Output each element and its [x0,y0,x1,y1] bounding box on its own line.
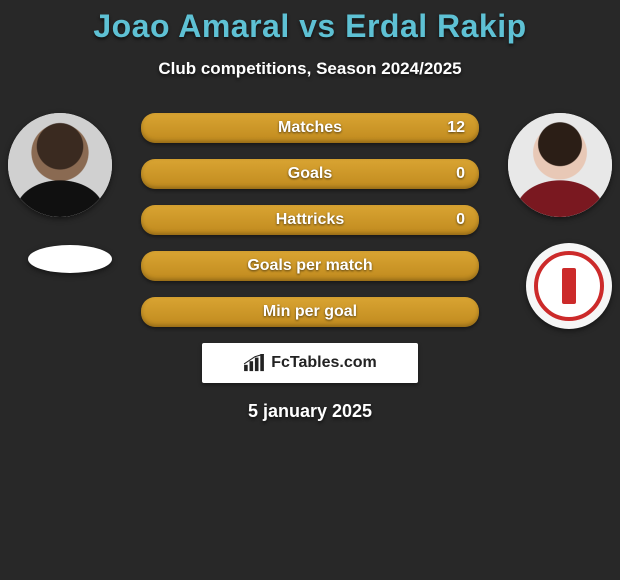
stat-label: Matches [278,119,342,137]
stat-bar-hattricks: Hattricks 0 [141,205,479,235]
stat-bars: Matches 12 Goals 0 Hattricks 0 Goals per… [141,113,479,327]
player-right-avatar [508,113,612,217]
player-right-silhouette [508,113,612,217]
player-left-silhouette [8,113,112,217]
stat-bar-matches: Matches 12 [141,113,479,143]
comparison-panel: Matches 12 Goals 0 Hattricks 0 Goals per… [0,113,620,422]
subtitle: Club competitions, Season 2024/2025 [0,59,620,79]
date-text: 5 january 2025 [0,401,620,422]
stat-label: Goals per match [247,257,372,275]
page-title: Joao Amaral vs Erdal Rakip [0,0,620,45]
stat-label: Min per goal [263,303,357,321]
stat-bar-goals: Goals 0 [141,159,479,189]
stat-value-right: 0 [456,211,465,229]
player-left-avatar [8,113,112,217]
club-right-badge [526,243,612,329]
stat-bar-goals-per-match: Goals per match [141,251,479,281]
brand-badge: FcTables.com [202,343,418,383]
stat-label: Goals [288,165,332,183]
stat-value-right: 0 [456,165,465,183]
bar-chart-icon [243,354,265,372]
brand-text: FcTables.com [271,354,377,372]
stat-value-right: 12 [447,119,465,137]
stat-label: Hattricks [276,211,344,229]
club-right-badge-inner [534,251,604,321]
stat-bar-min-per-goal: Min per goal [141,297,479,327]
club-left-badge [28,245,112,273]
